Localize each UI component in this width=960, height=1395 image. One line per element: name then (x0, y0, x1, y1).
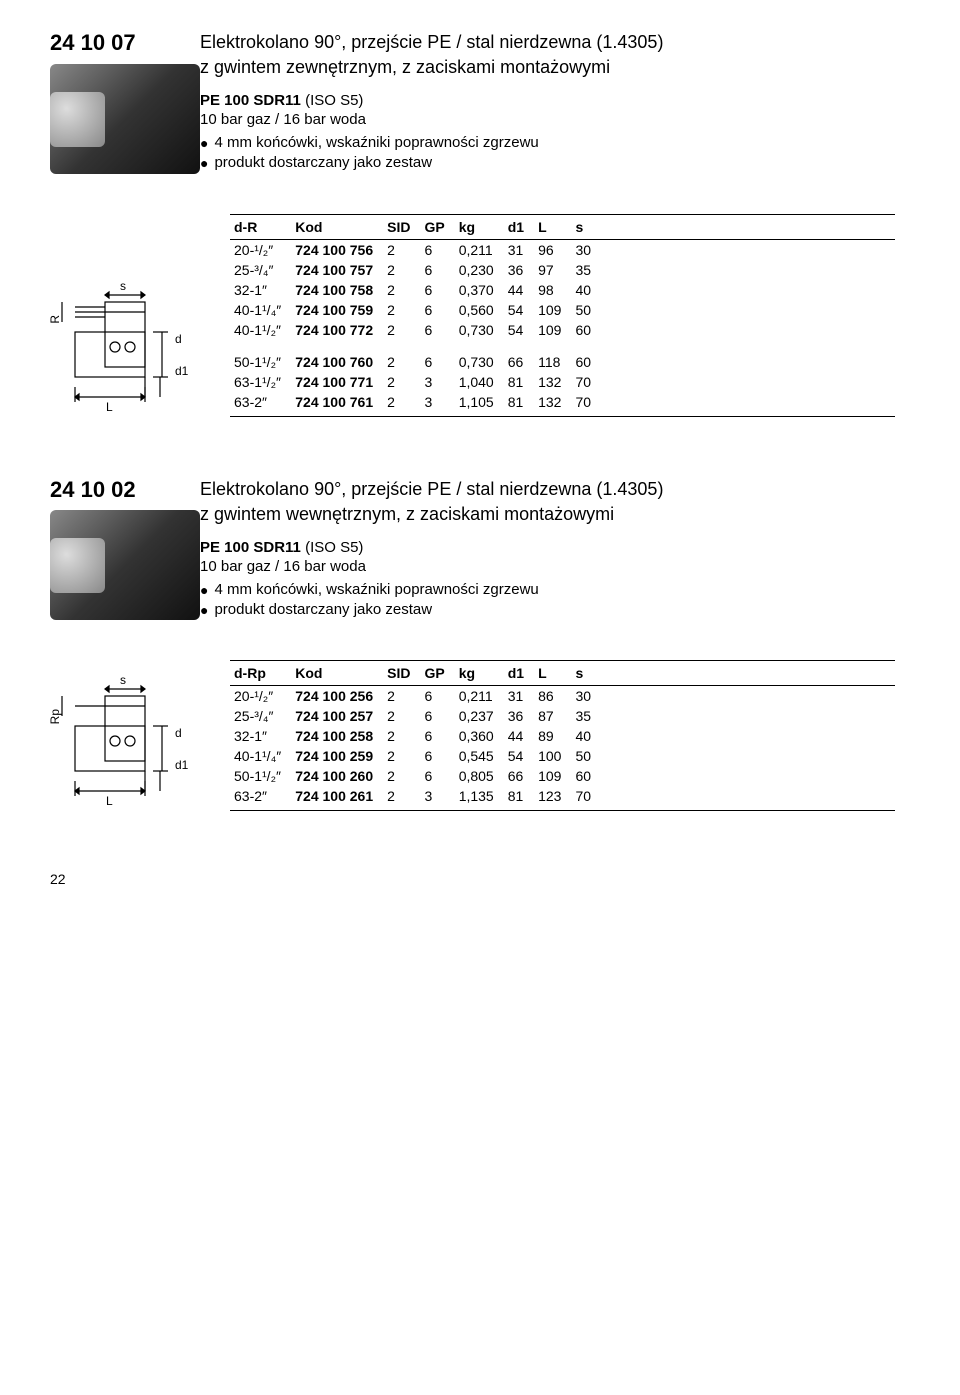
section-24-10-07: 24 10 07 Elektrokolano 90°, przejście PE… (50, 30, 910, 417)
spec-line: 10 bar gaz / 16 bar woda (200, 558, 663, 575)
section-24-10-02: 24 10 02 Elektrokolano 90°, przejście PE… (50, 477, 910, 812)
th: Kod (291, 214, 383, 239)
svg-text:R: R (50, 314, 62, 323)
spec-table: d-R Kod SID GP kg d1 L s 20-¹/₂″724 100 … (230, 214, 895, 417)
table-row: 63-1¹/₂″724 100 771231,0408113270 (230, 372, 895, 392)
th: L (534, 214, 571, 239)
svg-text:s: s (120, 673, 126, 687)
table-row: 20-¹/₂″724 100 756260,211319630 (230, 239, 895, 260)
product-title: Elektrokolano 90°, przejście PE / stal n… (200, 477, 663, 527)
th: kg (455, 661, 504, 686)
product-code: 24 10 02 (50, 477, 160, 503)
bullet-icon: ● (200, 581, 208, 601)
bullet-icon: ● (200, 134, 208, 154)
bullet-text: 4 mm końcówki, wskaźniki poprawności zgr… (214, 581, 538, 598)
product-photo (50, 64, 200, 174)
bullet-icon: ● (200, 601, 208, 621)
product-subtitle: PE 100 SDR11 (ISO S5) (200, 539, 663, 556)
table-row: 40-1¹/₄″724 100 759260,5605410950 (230, 300, 895, 320)
th: GP (420, 214, 454, 239)
th: d-Rp (230, 661, 291, 686)
product-subtitle: PE 100 SDR11 (ISO S5) (200, 92, 663, 109)
th: L (534, 661, 571, 686)
page-number: 22 (50, 871, 910, 887)
table-row: 63-2″724 100 261231,1358112370 (230, 786, 895, 811)
table-row: 25-³/₄″724 100 757260,230369735 (230, 260, 895, 280)
subtitle-rest: (ISO S5) (301, 539, 364, 556)
svg-text:d: d (175, 332, 182, 346)
product-photo (50, 510, 200, 620)
dimension-diagram: s Rp d d1 L (50, 671, 200, 811)
bullet-list: ● 4 mm końcówki, wskaźniki poprawności zg… (200, 581, 663, 620)
table-row: 40-1¹/₂″724 100 772260,7305410960 (230, 320, 895, 340)
th: s (571, 661, 601, 686)
table-row: 25-³/₄″724 100 257260,237368735 (230, 706, 895, 726)
th: d-R (230, 214, 291, 239)
subtitle-bold: PE 100 SDR11 (200, 92, 301, 109)
bullet-text: produkt dostarczany jako zestaw (214, 601, 432, 618)
th: kg (455, 214, 504, 239)
table-row: 32-1″724 100 758260,370449840 (230, 280, 895, 300)
bullet-icon: ● (200, 154, 208, 174)
product-title: Elektrokolano 90°, przejście PE / stal n… (200, 30, 663, 80)
table-row: 32-1″724 100 258260,360448940 (230, 726, 895, 746)
subtitle-rest: (ISO S5) (301, 92, 364, 109)
table-row: 20-¹/₂″724 100 256260,211318630 (230, 686, 895, 707)
product-code: 24 10 07 (50, 30, 160, 56)
th: d1 (504, 214, 534, 239)
th: SID (383, 214, 420, 239)
th: SID (383, 661, 420, 686)
subtitle-bold: PE 100 SDR11 (200, 539, 301, 556)
bullet-text: produkt dostarczany jako zestaw (214, 154, 432, 171)
svg-text:s: s (120, 279, 126, 293)
svg-text:L: L (106, 794, 113, 808)
table-row: 50-1¹/₂″724 100 260260,8056610960 (230, 766, 895, 786)
svg-text:d: d (175, 726, 182, 740)
dimension-diagram: s R d d1 L (50, 277, 200, 417)
svg-text:Rp: Rp (50, 709, 62, 725)
svg-text:d1: d1 (175, 758, 189, 772)
th: d1 (504, 661, 534, 686)
table-row: 40-1¹/₄″724 100 259260,5455410050 (230, 746, 895, 766)
th: GP (420, 661, 454, 686)
spec-table: d-Rp Kod SID GP kg d1 L s 20-¹/₂″724 100… (230, 660, 895, 811)
bullet-text: 4 mm końcówki, wskaźniki poprawności zgr… (214, 134, 538, 151)
th: s (571, 214, 601, 239)
th: Kod (291, 661, 383, 686)
table-row: 63-2″724 100 761231,1058113270 (230, 392, 895, 417)
spec-line: 10 bar gaz / 16 bar woda (200, 111, 663, 128)
table-row: 50-1¹/₂″724 100 760260,7306611860 (230, 340, 895, 372)
svg-text:L: L (106, 400, 113, 414)
svg-text:d1: d1 (175, 364, 189, 378)
bullet-list: ● 4 mm końcówki, wskaźniki poprawności zg… (200, 134, 663, 173)
